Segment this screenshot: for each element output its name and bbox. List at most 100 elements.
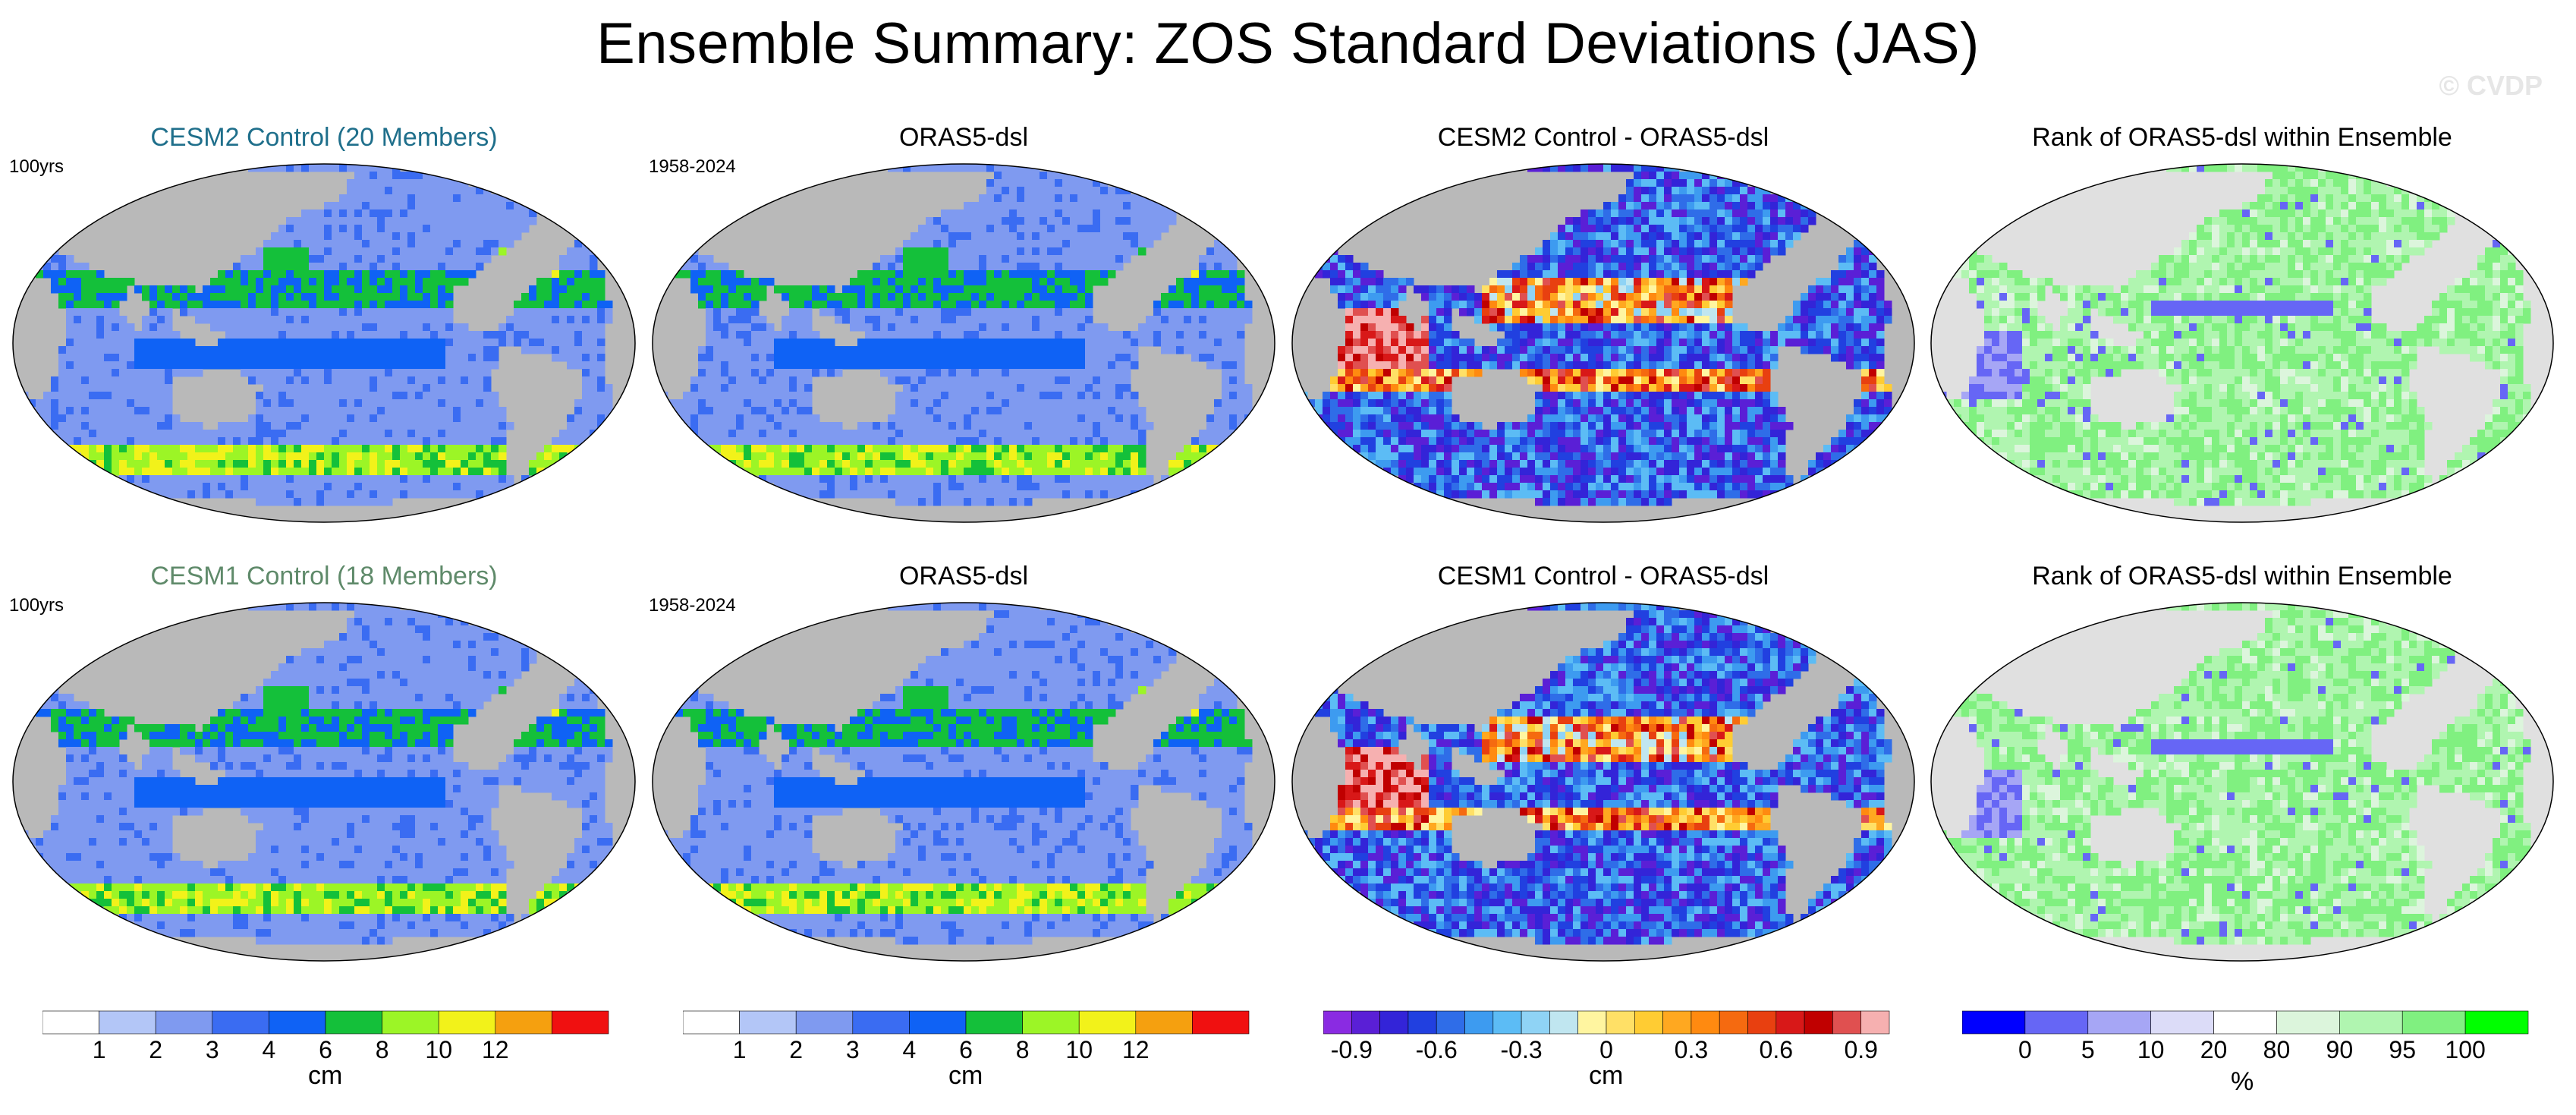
colorbar-swatch xyxy=(1436,1010,1465,1035)
colorbar-tick-label: 6 xyxy=(319,1036,332,1063)
map-border xyxy=(652,163,1275,523)
panel-oras5-std-2: ORAS5-dsl 1958-2024 xyxy=(649,562,1279,962)
colorbar-scale: 1 2 3 4 6 8 10 12 xyxy=(683,1010,1250,1063)
colorbar-swatch xyxy=(382,1010,439,1035)
ocean-field xyxy=(653,603,1275,961)
map-border xyxy=(12,602,636,962)
colorbar-swatch xyxy=(795,1010,854,1035)
colorbar-swatch xyxy=(1464,1010,1494,1035)
world-map xyxy=(12,163,636,523)
colorbar-unit: cm xyxy=(1589,1061,1624,1090)
world-map xyxy=(652,602,1275,962)
colorbar-std-2: 1 2 3 4 6 8 10 12 cm xyxy=(683,1009,1260,1108)
panel-cesm1-std: CESM1 Control (18 Members) 100yrs xyxy=(9,562,639,962)
panel-cesm2-rank: Rank of ORAS5-dsl within Ensemble xyxy=(1927,123,2557,523)
colorbar-swatch xyxy=(438,1010,496,1035)
colorbar-swatch xyxy=(2401,1010,2466,1035)
colorbar-tick-label: 95 xyxy=(2389,1036,2416,1063)
panel-cesm2-std: CESM2 Control (20 Members) 100yrs xyxy=(9,123,639,523)
colorbar-tick-label: 4 xyxy=(903,1036,917,1063)
figure-title: Ensemble Summary: ZOS Standard Deviation… xyxy=(596,11,1980,76)
ocean-field xyxy=(13,164,635,522)
colorbar-swatch xyxy=(1719,1010,1748,1035)
colorbar-swatch xyxy=(852,1010,910,1035)
colorbar-tick-label: 10 xyxy=(2137,1036,2165,1063)
colorbar-scale: 0 5 10 20 80 90 95 100 xyxy=(1962,1010,2529,1063)
panel-period: 1958-2024 xyxy=(649,595,736,616)
colorbar-tick-label: 1 xyxy=(733,1036,747,1063)
panel-title: CESM1 Control - ORAS5-dsl xyxy=(1437,562,1769,591)
colorbar-std-1: 1 2 3 4 6 8 10 12 cm xyxy=(42,1009,619,1108)
colorbar-swatch xyxy=(1606,1010,1635,1035)
panel-cesm1-diff: CESM1 Control - ORAS5-dsl xyxy=(1288,562,1918,962)
panel-period: 100yrs xyxy=(9,156,64,177)
colorbar-tick-label: 4 xyxy=(263,1036,276,1063)
colorbar-scale: 1 2 3 4 6 8 10 12 xyxy=(42,1010,609,1063)
colorbar-swatch xyxy=(1492,1010,1522,1035)
colorbar-tick-label: 2 xyxy=(789,1036,803,1063)
colorbar-swatch xyxy=(99,1010,156,1035)
panel-oras5-std-1: ORAS5-dsl 1958-2024 xyxy=(649,123,1279,523)
colorbar-swatch xyxy=(325,1010,382,1035)
colorbar-diff: -0.9 -0.6 -0.3 0 0.3 0.6 0.9 cm xyxy=(1323,1009,1900,1108)
ocean-field xyxy=(1931,603,2553,961)
colorbar-swatch xyxy=(2339,1010,2403,1035)
panel-title: ORAS5-dsl xyxy=(898,123,1029,152)
colorbar-tick-label: -0.6 xyxy=(1416,1036,1458,1063)
panel-title: CESM2 Control - ORAS5-dsl xyxy=(1437,123,1769,152)
colorbar-swatch xyxy=(1351,1010,1380,1035)
colorbar-swatch xyxy=(683,1010,740,1035)
colorbar-unit: cm xyxy=(948,1061,983,1090)
colorbar-swatch xyxy=(739,1010,797,1035)
colorbar-swatch xyxy=(1860,1010,1890,1035)
colorbar-tick-label: -0.9 xyxy=(1331,1036,1373,1063)
colorbar-swatch xyxy=(1962,1010,2026,1035)
colorbar-swatch xyxy=(1804,1010,1833,1035)
colorbar-swatch xyxy=(965,1010,1023,1035)
colorbar-swatch xyxy=(1577,1010,1607,1035)
cvdp-watermark: © CVDP xyxy=(2439,70,2543,101)
colorbar-swatch xyxy=(1078,1010,1137,1035)
colorbar-tick-label: -0.3 xyxy=(1501,1036,1543,1063)
colorbar-swatch xyxy=(1747,1010,1777,1035)
colorbar-swatch xyxy=(2150,1010,2214,1035)
colorbar-unit: % xyxy=(2231,1067,2254,1096)
colorbar-tick-label: 20 xyxy=(2200,1036,2228,1063)
colorbar-swatch xyxy=(42,1010,99,1035)
colorbar-tick-label: 0 xyxy=(1599,1036,1613,1063)
colorbar-rank: 0 5 10 20 80 90 95 100 % xyxy=(1962,1009,2539,1108)
colorbar-swatch xyxy=(2087,1010,2151,1035)
colorbar-swatch xyxy=(1691,1010,1720,1035)
map-border xyxy=(1291,163,1915,523)
world-map xyxy=(1291,163,1915,523)
colorbar-swatch xyxy=(495,1010,552,1035)
colorbar-tick-label: 0 xyxy=(2018,1036,2032,1063)
colorbar-swatch xyxy=(1408,1010,1437,1035)
panel-cesm2-diff: CESM2 Control - ORAS5-dsl xyxy=(1288,123,1918,523)
colorbar-unit: cm xyxy=(308,1061,343,1090)
colorbar-tick-label: 90 xyxy=(2326,1036,2354,1063)
colorbar-swatch xyxy=(909,1010,967,1035)
panel-title: ORAS5-dsl xyxy=(898,562,1029,591)
colorbar-tick-label: 8 xyxy=(376,1036,389,1063)
colorbar-swatch xyxy=(1022,1010,1080,1035)
colorbar-tick-label: 3 xyxy=(846,1036,860,1063)
world-map xyxy=(1930,163,2554,523)
colorbar-swatch xyxy=(1192,1010,1250,1035)
colorbar-swatch xyxy=(1776,1010,1805,1035)
colorbar-swatch xyxy=(1323,1010,1352,1035)
colorbar-tick-label: 8 xyxy=(1016,1036,1030,1063)
world-map xyxy=(12,602,636,962)
colorbar-swatch xyxy=(1135,1010,1193,1035)
colorbar-swatch xyxy=(155,1010,213,1035)
panel-period: 1958-2024 xyxy=(649,156,736,177)
ocean-field xyxy=(1292,164,1914,522)
ocean-field xyxy=(1931,164,2553,522)
panel-period: 100yrs xyxy=(9,595,64,616)
colorbar-tick-label: 0.3 xyxy=(1675,1036,1708,1063)
panel-title: Rank of ORAS5-dsl within Ensemble xyxy=(2032,123,2452,152)
colorbar-tick-label: 80 xyxy=(2263,1036,2291,1063)
colorbar-swatch xyxy=(2464,1010,2529,1035)
colorbar-tick-label: 100 xyxy=(2445,1036,2485,1063)
colorbar-swatch xyxy=(1521,1010,1550,1035)
